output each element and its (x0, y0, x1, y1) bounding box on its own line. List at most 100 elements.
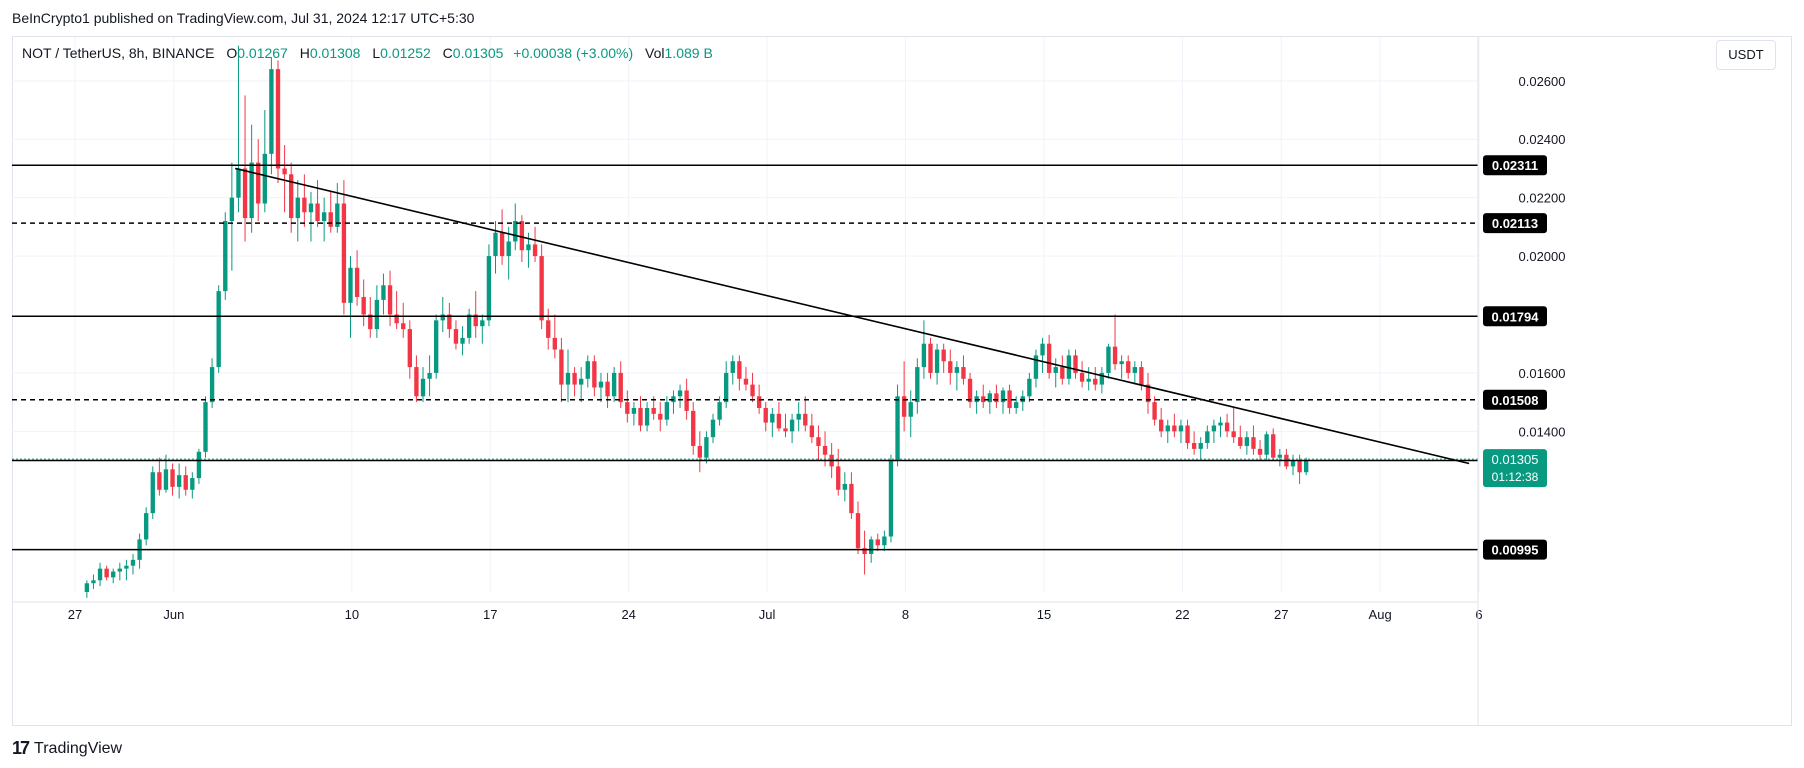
candle-body (394, 314, 399, 324)
candle-body (961, 367, 966, 379)
candle-body (1053, 367, 1058, 373)
candle-body (869, 539, 874, 555)
candle-body (308, 203, 314, 213)
candle-body (282, 168, 287, 175)
currency-button[interactable]: USDT (1716, 40, 1776, 70)
candle-body (704, 437, 709, 458)
candle-body (948, 361, 953, 373)
grid (12, 37, 1480, 592)
levels: 0.023110.021130.017940.015080.013000.009… (12, 155, 1547, 560)
candle-body (473, 314, 478, 327)
candle-body (1231, 431, 1236, 438)
candle-body (901, 396, 907, 417)
candle-body (1093, 378, 1098, 385)
candle-body (84, 583, 90, 592)
candle-body (954, 367, 960, 373)
candle-body (407, 329, 412, 368)
candle-body (91, 580, 96, 584)
x-tick-label: 24 (621, 607, 635, 622)
low-value: 0.01252 (380, 45, 431, 61)
candle-body (724, 372, 729, 403)
candle-body (1172, 425, 1177, 432)
candle-body (242, 168, 248, 219)
candle-body (1000, 390, 1006, 403)
candle-body (691, 410, 696, 446)
candle-body (915, 367, 920, 403)
candle-body (216, 291, 221, 368)
candle-body (341, 203, 347, 303)
candle-body (1271, 434, 1276, 458)
candle-body (921, 343, 927, 368)
open-value: 0.01267 (237, 45, 288, 61)
x-tick-label: 27 (1274, 607, 1288, 622)
candle-body (1060, 367, 1065, 379)
x-tick-label: 17 (483, 607, 497, 622)
candle-body (513, 221, 518, 242)
candle-body (144, 513, 149, 540)
descending-trendline (234, 167, 1470, 465)
candle-body (836, 466, 841, 490)
candle-body (223, 221, 228, 292)
candle-body (618, 372, 623, 403)
candle-body (1178, 425, 1184, 432)
y-tick-label: 0.01600 (1519, 366, 1566, 381)
candle-body (209, 367, 215, 403)
candle-body (256, 162, 261, 204)
candle-body (328, 212, 333, 227)
candle-body (526, 244, 531, 251)
level-label-box (1483, 389, 1547, 410)
chart-frame (12, 36, 1792, 726)
candle-body (1290, 460, 1296, 467)
candle-body (1251, 437, 1256, 449)
candle-body (1079, 372, 1085, 382)
candle-body (163, 469, 169, 490)
candle-body (796, 413, 801, 420)
candle-body (493, 232, 498, 257)
candle-body (1191, 443, 1197, 449)
candle-body (249, 162, 254, 219)
candle-body (750, 384, 755, 397)
current-price-label: 0.01305 (1492, 452, 1539, 467)
candle-body (486, 256, 492, 321)
candle-body (862, 548, 867, 555)
candle-body (631, 407, 637, 414)
candle-body (275, 69, 281, 169)
candle-body (335, 203, 340, 227)
candle-body (1033, 355, 1039, 379)
x-tick-label: 15 (1037, 607, 1051, 622)
candle-body (552, 337, 557, 350)
candle-body (117, 568, 122, 572)
candle-body (1126, 361, 1131, 373)
high-key: H (299, 45, 310, 61)
candle-body (1185, 425, 1190, 444)
symbol-label[interactable]: NOT / TetherUS, 8h, BINANCE (22, 45, 215, 61)
trendline (234, 167, 1470, 465)
candle-body (460, 337, 465, 344)
x-tick-label: Jun (163, 607, 184, 622)
candle-body (499, 232, 505, 257)
high-value: 0.01308 (309, 45, 361, 61)
candle-body (611, 372, 617, 397)
candle-body (1099, 372, 1105, 385)
candle-body (1007, 390, 1012, 408)
candle-body (651, 407, 656, 414)
level-label-box (1483, 539, 1547, 560)
candle-body (638, 407, 643, 426)
candle-body (1139, 367, 1144, 385)
footer-brand[interactable]: 17 TradingView (12, 738, 122, 759)
candles (84, 45, 1309, 598)
axes: 27 Jun 10 17 24 Jul 8 15 22 27 Aug 6 0.02600 0.02400 0… (12, 37, 1566, 725)
candle-body (434, 320, 439, 373)
candle-body (803, 413, 808, 426)
candle-body (302, 197, 307, 213)
candle-body (387, 285, 393, 315)
candle-body (440, 314, 445, 321)
candle-body (321, 212, 327, 222)
level-label: 0.01794 (1492, 309, 1540, 324)
y-tick-label: 0.02000 (1519, 249, 1566, 264)
candle-body (1238, 437, 1243, 446)
candle-body (97, 568, 103, 581)
candle-body (717, 402, 722, 420)
candle-body (684, 390, 689, 411)
